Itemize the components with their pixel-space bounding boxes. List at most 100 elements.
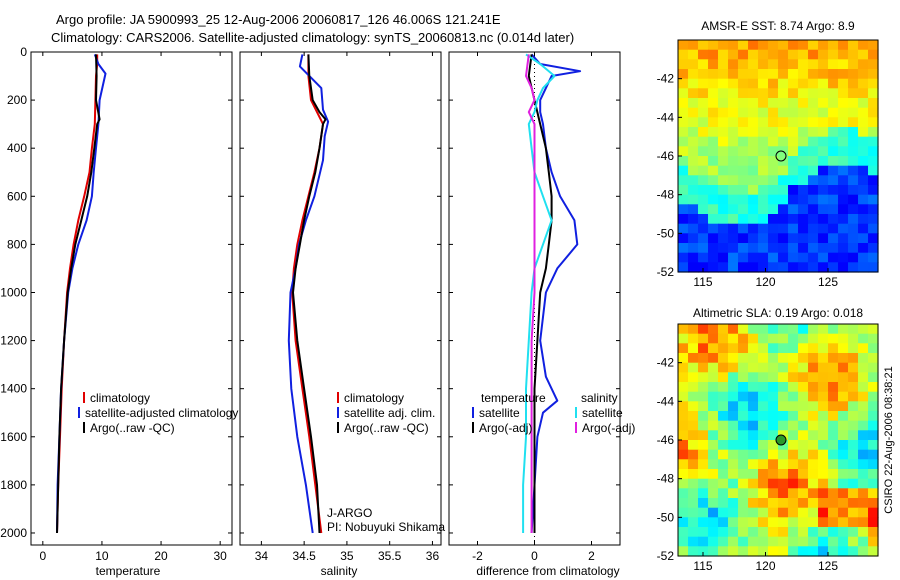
map-cell	[818, 536, 829, 547]
y-tick-label: 400	[7, 141, 27, 155]
map-cell	[848, 440, 859, 451]
salinity-panel-frame	[239, 51, 442, 546]
series-line-salinity-satellite	[522, 53, 556, 533]
map-cell	[808, 517, 819, 528]
map-cell	[748, 372, 759, 383]
map-cell	[688, 440, 699, 451]
map-cell	[778, 136, 789, 147]
map-cell	[748, 488, 759, 499]
map-cell	[788, 175, 799, 186]
y-tick-label: 200	[7, 93, 27, 107]
map-cell	[818, 517, 829, 528]
map-cell	[738, 262, 749, 273]
map-cell	[788, 507, 799, 518]
map-cell	[698, 49, 709, 60]
map-x-tick-label: 115	[693, 275, 712, 289]
map-cell	[678, 185, 689, 196]
map-cell	[778, 449, 789, 460]
map-cell	[858, 333, 869, 344]
map-cell	[758, 391, 769, 402]
map-cell	[778, 324, 789, 335]
map-cell	[818, 411, 829, 422]
map-cell	[858, 252, 869, 263]
map-cell	[748, 478, 759, 489]
y-tick-label: 1400	[0, 382, 27, 396]
map-cell	[868, 536, 879, 547]
map-cell	[728, 401, 739, 412]
map-cell	[698, 507, 709, 518]
map-cell	[718, 223, 729, 234]
map-cell	[808, 165, 819, 176]
map-cell	[838, 69, 849, 80]
map-cell	[728, 459, 739, 470]
map-cell	[868, 440, 879, 451]
map-cell	[818, 252, 829, 263]
map-cell	[828, 469, 839, 480]
map-cell	[798, 469, 809, 480]
map-cell	[818, 333, 829, 344]
map-cell	[748, 401, 759, 412]
map-cell	[718, 459, 729, 470]
map-cell	[738, 165, 749, 176]
map-cell	[858, 107, 869, 118]
map-cell	[718, 488, 729, 499]
map-cell	[698, 527, 709, 538]
map-cell	[728, 117, 739, 128]
map-cell	[758, 333, 769, 344]
map-cell	[828, 440, 839, 451]
map-cell	[678, 478, 689, 489]
map-cell	[678, 507, 689, 518]
map-cell	[828, 204, 839, 215]
map-cell	[798, 449, 809, 460]
map-cell	[748, 204, 759, 215]
map-cell	[768, 536, 779, 547]
map-cell	[768, 165, 779, 176]
map-cell	[688, 498, 699, 509]
map-cell	[868, 165, 879, 176]
map-cell	[748, 117, 759, 128]
map-cell	[858, 175, 869, 186]
temperature-legend: climatology satellite-adjusted climatolo…	[78, 391, 238, 435]
map-cell	[798, 78, 809, 89]
map-cell	[788, 517, 799, 528]
map-cell	[828, 69, 839, 80]
map-cell	[718, 88, 729, 99]
map-cell	[848, 546, 859, 557]
map-cell	[688, 185, 699, 196]
map-cell	[748, 546, 759, 557]
map-cell	[688, 146, 699, 157]
map-cell	[678, 353, 689, 364]
map-x-tick-label: 120	[755, 559, 775, 573]
map-cell	[738, 175, 749, 186]
map-cell	[768, 204, 779, 215]
map-cell	[718, 527, 729, 538]
map-cell	[808, 353, 819, 364]
map-cell	[858, 49, 869, 60]
map-cell	[688, 88, 699, 99]
map-cell	[748, 49, 759, 60]
map-cell	[858, 362, 869, 373]
map-cell	[728, 333, 739, 344]
map-cell	[768, 517, 779, 528]
map-cell	[818, 324, 829, 335]
map-cell	[818, 449, 829, 460]
map-cell	[688, 49, 699, 60]
map-cell	[738, 49, 749, 60]
map-cell	[678, 223, 689, 234]
map-cell	[858, 372, 869, 383]
map-cell	[708, 382, 719, 393]
map-cell	[808, 194, 819, 205]
map-cell	[868, 527, 879, 538]
map-cell	[838, 391, 849, 402]
map-cell	[718, 469, 729, 480]
map-cell	[708, 88, 719, 99]
series-line-salinity-argo-adj-	[525, 54, 536, 533]
map-cell	[848, 233, 859, 244]
map-cell	[678, 488, 689, 499]
map-cell	[798, 204, 809, 215]
map-cell	[688, 478, 699, 489]
map-cell	[838, 498, 849, 509]
map-cell	[818, 117, 829, 128]
map-cell	[738, 252, 749, 263]
map-cell	[758, 127, 769, 138]
